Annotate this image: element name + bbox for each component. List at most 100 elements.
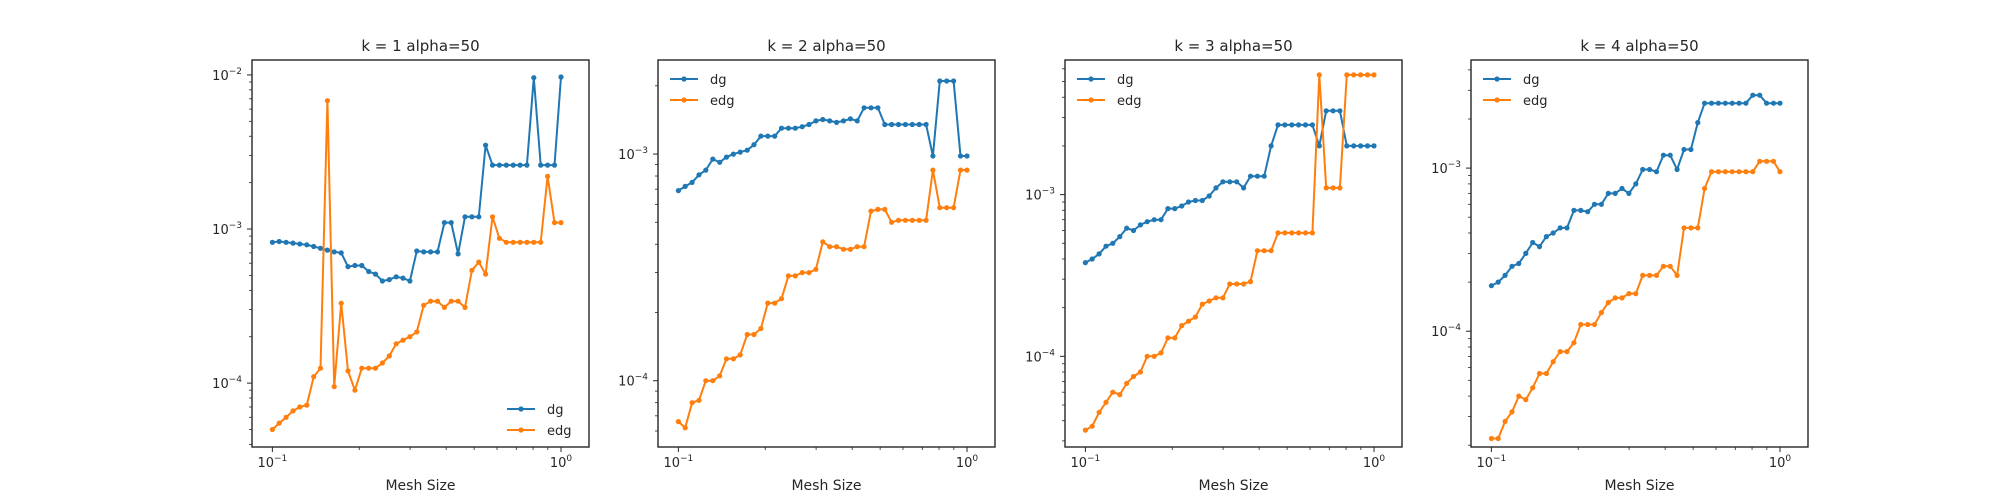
- data-point: [951, 78, 957, 84]
- data-point: [1144, 353, 1150, 359]
- axes-frame: [1064, 59, 1403, 448]
- data-point: [1137, 369, 1143, 375]
- data-point: [772, 300, 778, 306]
- data-point: [510, 239, 516, 245]
- data-point: [868, 105, 874, 111]
- legend-marker-edg: [1494, 97, 1500, 103]
- data-point: [1316, 143, 1322, 149]
- data-point: [1571, 207, 1577, 213]
- data-point: [1096, 409, 1102, 415]
- data-point: [469, 267, 475, 273]
- data-point: [1578, 321, 1584, 328]
- series-line-dg: [1084, 109, 1374, 264]
- data-point: [558, 74, 564, 80]
- data-point: [1605, 190, 1611, 196]
- data-point: [551, 162, 558, 168]
- y-tick-label: 10−3: [1025, 187, 1055, 204]
- data-point: [1509, 263, 1515, 269]
- data-point: [1254, 173, 1260, 179]
- chart-title: k = 3 alpha=50: [1174, 37, 1292, 55]
- data-point: [1640, 166, 1646, 173]
- data-point: [1571, 340, 1577, 346]
- data-point: [806, 270, 812, 276]
- data-point: [854, 118, 860, 124]
- series-edg: [1488, 158, 1783, 442]
- data-point: [813, 266, 819, 272]
- data-point: [1564, 225, 1570, 231]
- y-tick-label: 10−3: [618, 146, 648, 163]
- x-axis-label: Mesh Size: [791, 478, 861, 494]
- y-tick-label: 10−4: [1025, 348, 1055, 365]
- data-point: [1764, 158, 1770, 164]
- data-point: [1158, 217, 1164, 223]
- data-point: [875, 206, 881, 212]
- data-point: [1550, 359, 1556, 365]
- legend-label-dg: dg: [1117, 73, 1134, 88]
- data-point: [503, 239, 509, 245]
- legend-label-dg: dg: [547, 403, 564, 418]
- data-point: [407, 334, 413, 340]
- data-point: [1543, 234, 1549, 240]
- data-point: [1351, 72, 1357, 78]
- data-point: [868, 208, 874, 214]
- data-point: [1516, 393, 1522, 399]
- data-point: [909, 217, 915, 223]
- data-point: [455, 251, 461, 257]
- data-point: [1578, 207, 1584, 213]
- data-point: [717, 373, 723, 379]
- data-point: [806, 121, 812, 128]
- y-tick-label: 10−2: [212, 67, 242, 84]
- data-point: [311, 374, 317, 380]
- data-point: [1103, 243, 1109, 249]
- data-point: [937, 78, 943, 84]
- data-point: [827, 244, 833, 250]
- data-point: [1585, 321, 1591, 328]
- data-point: [923, 121, 929, 128]
- data-point: [1323, 185, 1329, 191]
- data-point: [1619, 295, 1625, 301]
- data-point: [1144, 219, 1150, 225]
- data-point: [717, 159, 723, 165]
- data-point: [875, 105, 881, 111]
- data-point: [1158, 350, 1164, 356]
- data-point: [1234, 179, 1240, 185]
- data-point: [861, 105, 867, 111]
- data-point: [847, 246, 854, 252]
- data-point: [1082, 427, 1088, 433]
- subplot-1: k = 1 alpha=50 Mesh Size 10−1 100 10−4 10−3 10…: [212, 37, 590, 494]
- legend-marker-dg: [518, 406, 524, 412]
- data-point: [359, 262, 365, 269]
- data-point: [1296, 122, 1302, 128]
- data-point: [1647, 166, 1653, 173]
- data-point: [1708, 100, 1715, 106]
- data-point: [957, 167, 964, 173]
- data-point: [1764, 100, 1770, 106]
- data-point: [909, 121, 915, 128]
- data-point: [269, 239, 275, 245]
- data-point: [379, 278, 385, 284]
- data-point: [455, 298, 461, 304]
- data-point: [290, 240, 296, 246]
- data-point: [861, 244, 867, 250]
- data-point: [1736, 169, 1742, 175]
- data-point: [434, 298, 441, 304]
- data-point: [331, 249, 337, 255]
- data-point: [414, 329, 420, 335]
- legend: dg edg: [1483, 73, 1548, 109]
- data-point: [421, 249, 427, 255]
- series-line-edg: [677, 169, 967, 429]
- data-point: [407, 278, 413, 284]
- data-point: [510, 162, 516, 168]
- series-line-edg: [1084, 73, 1374, 431]
- legend-marker-dg: [1494, 76, 1500, 82]
- data-point: [1358, 72, 1364, 78]
- data-point: [1261, 248, 1267, 254]
- data-point: [400, 275, 406, 281]
- data-point: [483, 271, 489, 277]
- data-point: [1117, 392, 1123, 398]
- data-point: [517, 162, 523, 168]
- data-point: [799, 124, 805, 130]
- data-point: [1206, 193, 1212, 199]
- x-axis-label: Mesh Size: [1198, 478, 1268, 494]
